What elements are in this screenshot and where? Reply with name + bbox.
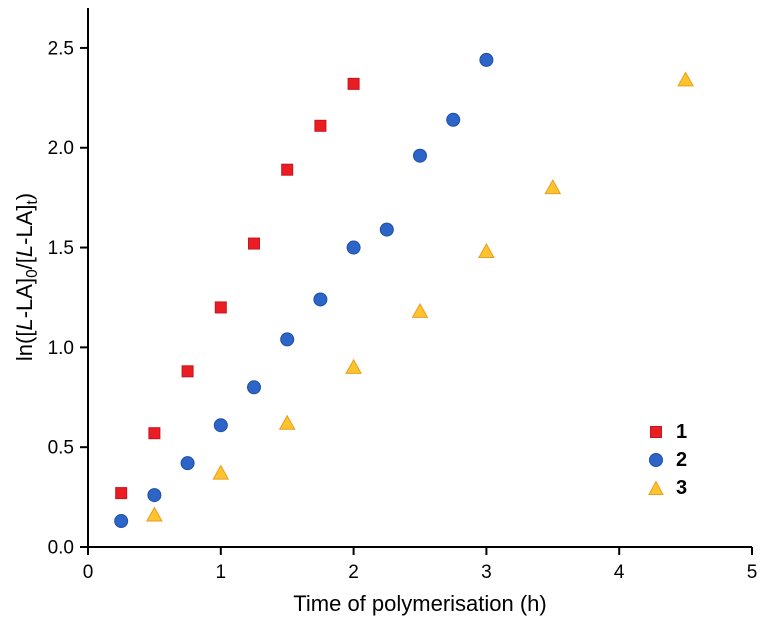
legend-item-2: 2 [648, 450, 687, 470]
data-point-series-2 [346, 240, 361, 255]
data-point-series-2 [114, 514, 129, 529]
data-point-series-2 [379, 222, 394, 237]
y-tick-label: 1.5 [48, 238, 74, 259]
data-point-series-2 [147, 488, 162, 503]
data-point-series-3 [212, 464, 230, 480]
data-point-series-1 [214, 301, 227, 314]
data-point-series-1 [248, 237, 260, 250]
data-point-series-3 [345, 358, 362, 374]
data-point-series-2 [413, 148, 427, 163]
data-point-series-3 [544, 179, 562, 195]
data-point-series-1 [181, 365, 194, 378]
data-point-series-2 [446, 112, 461, 127]
data-point-series-2 [280, 332, 295, 347]
legend-item-3: 3 [648, 478, 687, 498]
legend-marker-square-icon [650, 426, 662, 438]
x-tick-label: 1 [216, 562, 227, 583]
y-tick-label: 1.0 [48, 338, 74, 359]
y-tick-label: 0.0 [48, 538, 74, 559]
data-point-series-3 [411, 302, 429, 318]
data-point-series-2 [313, 292, 328, 307]
data-point-series-1 [148, 427, 161, 440]
legend-marker-circle-icon [649, 453, 663, 467]
legend-label-1: 1 [676, 421, 688, 443]
x-tick-label: 2 [348, 562, 359, 583]
y-tick-label: 0.5 [48, 438, 74, 459]
x-tick-label: 3 [481, 562, 492, 583]
x-tick-label: 0 [83, 562, 94, 583]
legend-label-3: 3 [676, 477, 688, 499]
data-point-series-1 [314, 119, 327, 132]
legend-label-2: 2 [676, 449, 688, 471]
x-axis-label: Time of polymerisation (h) [293, 591, 547, 616]
y-axis-label: ln([L-LA]0/[L-LA]t) [11, 192, 42, 362]
x-tick-label: 5 [747, 562, 758, 583]
data-point-series-3 [146, 506, 163, 522]
data-point-series-1 [115, 487, 128, 500]
legend-item-1: 1 [648, 422, 687, 442]
data-point-series-2 [180, 456, 195, 471]
legend-marker-triangle-icon [648, 480, 664, 495]
data-point-series-2 [213, 418, 228, 433]
y-tick-label: 2.0 [48, 138, 74, 159]
y-tick-label: 2.5 [48, 38, 74, 59]
data-point-series-2 [247, 380, 261, 395]
data-point-series-3 [677, 71, 694, 87]
x-tick-label: 4 [614, 562, 625, 583]
data-point-series-1 [347, 77, 360, 90]
data-point-series-3 [278, 414, 296, 430]
data-point-series-2 [479, 52, 494, 67]
data-point-series-3 [478, 243, 495, 259]
legend: 1 2 3 [648, 422, 687, 498]
data-point-series-1 [281, 163, 294, 176]
